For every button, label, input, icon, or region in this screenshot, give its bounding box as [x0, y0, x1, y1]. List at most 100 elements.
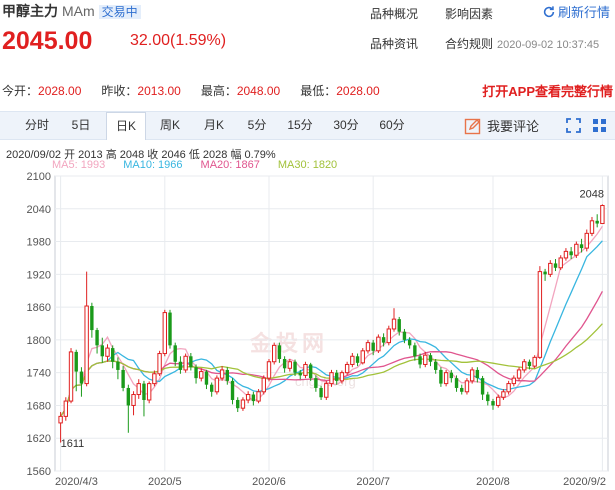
candle-body: [189, 356, 193, 368]
candle-body: [537, 271, 543, 358]
x-tick-label: 2020/9/2: [563, 476, 606, 488]
candle-body: [282, 359, 287, 369]
candle-body: [157, 353, 162, 375]
tab-30min[interactable]: 30分: [333, 118, 359, 132]
y-tick-label: 2040: [27, 204, 51, 216]
ma5-legend: MA5: 1993: [52, 159, 106, 171]
y-tick-label: 1680: [27, 400, 51, 412]
min-annotation: 1611: [61, 438, 85, 450]
candle-body: [563, 250, 569, 259]
refresh-button[interactable]: 刷新行情: [542, 2, 610, 21]
tab-intraday[interactable]: 分时: [24, 118, 49, 132]
ma-legend: MA5: 1993 MA10: 1966 MA20: 1867 MA30: 18…: [52, 159, 337, 171]
candle-body: [335, 372, 339, 381]
candle-body: [219, 369, 225, 379]
tab-weekly-k[interactable]: 周K: [159, 118, 180, 132]
candle-body: [131, 394, 136, 406]
tab-daily-k[interactable]: 日K: [106, 112, 146, 140]
candle-body: [350, 355, 355, 365]
candle-body: [173, 345, 177, 362]
candle-body: [245, 394, 251, 401]
open-app-link[interactable]: 打开APP查看完整行情: [482, 84, 613, 99]
refresh-icon: [543, 5, 555, 17]
tab-15min[interactable]: 15分: [287, 118, 313, 132]
ma20-line: [60, 290, 603, 417]
contract-name: 甲醇主力: [2, 3, 58, 19]
candle-body: [381, 337, 386, 343]
candle-body: [397, 319, 401, 332]
candle-body: [146, 383, 152, 401]
candle-body: [240, 399, 246, 409]
link-influence-factors[interactable]: 影响因素: [445, 7, 494, 21]
x-tick-label: 2020/6: [252, 476, 286, 488]
candle-body: [95, 330, 99, 346]
candle-body: [402, 331, 407, 340]
y-tick-label: 1740: [27, 368, 51, 380]
candle-body: [303, 363, 308, 376]
candle-body: [355, 356, 360, 363]
candle-body: [314, 378, 318, 388]
link-product-overview[interactable]: 品种概况: [370, 7, 419, 21]
candle-body: [329, 372, 334, 385]
candle-body: [136, 383, 141, 396]
candle-body: [386, 328, 391, 344]
candle-body: [454, 378, 459, 388]
candle-body: [142, 383, 146, 400]
candle-body: [209, 384, 214, 392]
menu-grid-icon[interactable]: [592, 118, 607, 133]
candle-body: [162, 312, 167, 355]
candle-body: [261, 377, 266, 393]
tab-60min[interactable]: 60分: [379, 118, 405, 132]
candle-body: [428, 355, 433, 362]
tab-5min[interactable]: 5分: [247, 118, 267, 132]
ma10-legend: MA10: 1966: [123, 159, 183, 171]
comment-button[interactable]: 我要评论: [464, 116, 539, 135]
candle-body: [443, 372, 449, 385]
link-contract-rules[interactable]: 合约规则: [445, 37, 494, 51]
link-product-news[interactable]: 品种资讯: [370, 37, 419, 51]
trading-status-badge: 交易中: [98, 5, 141, 19]
candle-body: [491, 401, 495, 406]
candle-body: [90, 306, 94, 331]
candle-body: [266, 361, 272, 379]
candle-body: [105, 347, 110, 357]
candle-body: [511, 377, 517, 385]
candle-body: [439, 369, 443, 384]
candle-body: [595, 220, 599, 224]
candle-body: [116, 361, 120, 370]
candle-body: [277, 345, 282, 360]
stat-open: 今开：2028.00: [2, 84, 82, 98]
period-tab-bar: 分时 5日 日K 周K 月K 5分 15分 30分 60分 我要评论: [0, 111, 615, 140]
candle-body: [574, 243, 579, 256]
candle-body: [553, 263, 558, 268]
candle-body: [423, 354, 428, 365]
candle-body: [256, 391, 261, 402]
x-tick-label: 2020/5: [148, 476, 182, 488]
candle-body: [324, 383, 329, 398]
candle-body: [293, 361, 297, 373]
candle-body: [63, 400, 69, 417]
candle-body: [469, 369, 475, 382]
y-tick-label: 1980: [27, 237, 51, 249]
candle-body: [480, 378, 485, 395]
candle-body: [74, 351, 78, 372]
tab-5day[interactable]: 5日: [71, 118, 91, 132]
y-tick-label: 2100: [27, 171, 51, 183]
y-tick-label: 1800: [27, 335, 51, 347]
refresh-label: 刷新行情: [558, 5, 611, 20]
edit-icon: [464, 118, 481, 134]
y-tick-label: 1920: [27, 269, 51, 281]
candle-body: [194, 367, 198, 379]
tab-monthly-k[interactable]: 月K: [203, 118, 224, 132]
x-tick-label: 2020/8: [476, 476, 510, 488]
candle-body: [111, 348, 115, 362]
fullscreen-icon[interactable]: [566, 118, 581, 133]
candle-body: [100, 345, 104, 357]
candle-body: [496, 396, 501, 406]
contract-code: MAm: [62, 3, 95, 19]
y-tick-label: 1620: [27, 433, 51, 445]
candle-body: [527, 361, 532, 367]
contract-title: 甲醇主力 MAm 交易中: [2, 1, 141, 21]
candle-body: [475, 369, 480, 379]
